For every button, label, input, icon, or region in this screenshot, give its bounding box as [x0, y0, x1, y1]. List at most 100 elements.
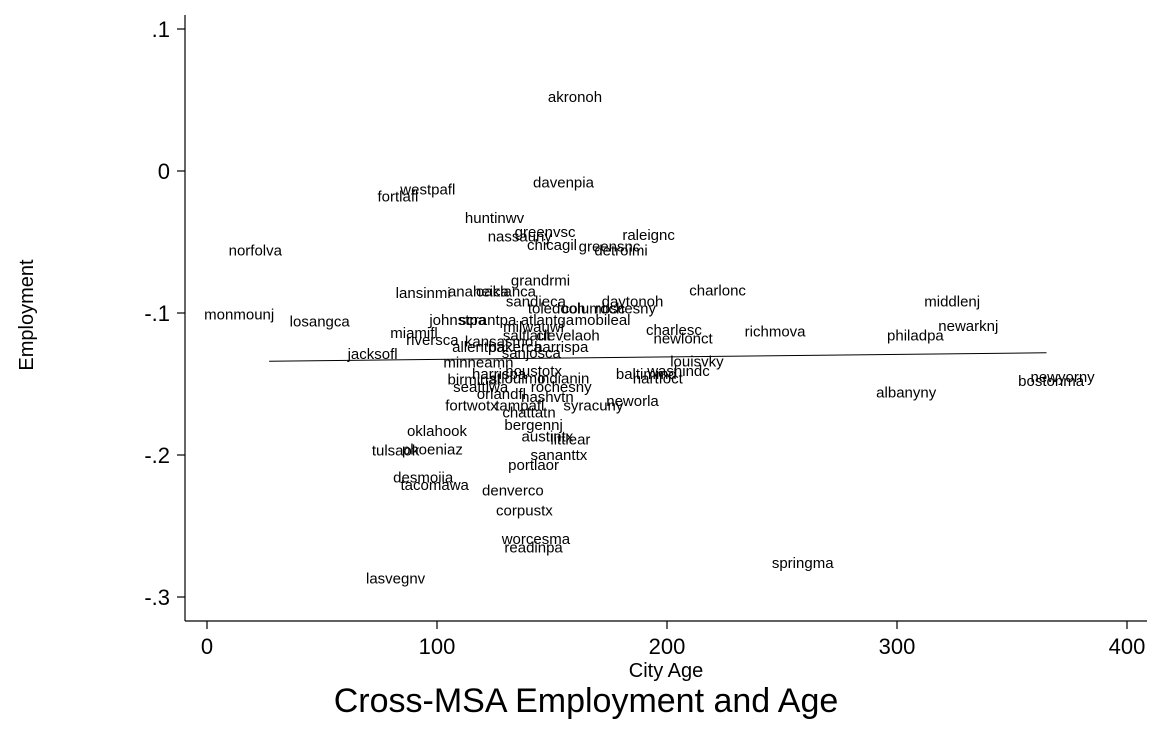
data-point-label: greensnc	[579, 238, 641, 255]
data-point-label: springma	[772, 555, 834, 572]
y-tick-label: -.2	[144, 443, 170, 468]
data-point-label: rochesny	[595, 301, 656, 318]
data-point-label: tulsaok	[372, 443, 420, 460]
data-point-label: rochesny	[531, 379, 592, 396]
data-point-label: riversca	[406, 332, 459, 349]
data-point-label: kansasmo	[465, 333, 533, 350]
data-point-label: clevelaoh	[536, 328, 599, 345]
fit-line-group	[269, 352, 1047, 362]
data-point-label: philadpa	[887, 328, 944, 345]
data-point-label: nashvtn	[521, 389, 574, 406]
data-point-label: jacksofl	[347, 346, 398, 363]
data-point-label: mobileal	[575, 312, 631, 329]
data-point-label: seattlwa	[453, 379, 509, 396]
data-point-label: johnstpa	[428, 312, 486, 329]
x-tick-label: 400	[1109, 634, 1146, 659]
data-point-label: littlear	[550, 431, 590, 448]
data-point-label: westpafl	[399, 181, 455, 198]
data-point-label: huntinwv	[465, 210, 525, 227]
data-point-label: grandrmi	[511, 272, 570, 289]
data-point-label: scrantpa	[459, 312, 517, 329]
data-point-label: middlenj	[924, 294, 980, 311]
data-point-label: chicagil	[527, 237, 577, 254]
axes: .1 0 -.1 -.2 -.3 0 100 200 300 400	[144, 15, 1147, 659]
data-point-label: lansinmi	[396, 285, 451, 302]
x-axis-label: City Age	[629, 660, 703, 682]
x-tick-label: 300	[879, 634, 916, 659]
data-point-label: sanjosca	[502, 345, 562, 362]
data-point-label: syracuny	[563, 397, 624, 414]
data-point-label: sananttx	[531, 447, 588, 464]
point-labels: akronohdavenpiawestpaflfortlaflhuntinwvg…	[204, 89, 1095, 587]
data-point-label: newlonct	[653, 331, 713, 348]
data-point-label: fortlafl	[377, 189, 418, 206]
data-point-label: phoeniaz	[402, 441, 463, 458]
data-point-label: orlandfl	[477, 386, 526, 403]
data-point-label: anaheica	[448, 284, 510, 301]
data-point-label: davenpia	[533, 174, 595, 191]
data-point-label: desmoiia	[393, 470, 454, 487]
data-point-label: columbsc	[562, 301, 626, 318]
data-point-label: harrispa	[472, 366, 527, 383]
fit-line	[269, 352, 1047, 362]
data-point-label: losangca	[290, 314, 351, 331]
data-point-label: miamifl	[390, 325, 438, 342]
data-point-label: denverco	[482, 483, 544, 500]
data-point-label: charlonc	[689, 282, 746, 299]
data-point-label: chattatn	[502, 404, 555, 421]
x-tick-label: 100	[419, 634, 456, 659]
y-tick-label: 0	[158, 159, 170, 184]
data-point-label: richmova	[745, 323, 807, 340]
x-tick-label: 200	[649, 634, 686, 659]
data-point-label: fortwotx	[445, 397, 498, 414]
data-point-label: tampafl	[495, 397, 544, 414]
data-point-label: norfolva	[229, 243, 283, 260]
data-point-label: readinpa	[504, 539, 563, 556]
data-point-label: portlaor	[508, 457, 559, 474]
data-point-label: raleignc	[622, 227, 675, 244]
data-point-label: indianin	[538, 370, 590, 387]
data-point-label: newarknj	[938, 318, 998, 335]
data-point-label: greenvsc	[515, 224, 576, 241]
data-point-label: stlouimo	[490, 370, 546, 387]
data-point-label: detroimi	[594, 243, 647, 260]
data-point-label: harrispa	[534, 339, 589, 356]
data-point-label: akronoh	[548, 89, 602, 106]
x-tick-label: 0	[201, 634, 213, 659]
data-point-label: baltimmd	[616, 366, 677, 383]
data-point-label: saltlaut	[503, 328, 551, 345]
data-point-label: tacomawa	[401, 477, 470, 494]
data-point-label: lasvegnv	[366, 571, 426, 588]
data-point-label: neworla	[606, 393, 659, 410]
y-tick-label: .1	[152, 17, 170, 42]
data-point-label: corpustx	[496, 502, 553, 519]
chart-title: Cross-MSA Employment and Age	[334, 682, 839, 720]
data-point-label: bakerca	[489, 339, 543, 356]
data-point-label: bostonma	[1018, 373, 1085, 390]
data-point-label: milwauwi	[503, 319, 564, 336]
data-point-label: albanyny	[876, 385, 937, 402]
y-axis-label: Employment	[16, 259, 38, 371]
data-point-label: sandieca	[506, 294, 567, 311]
data-point-label: charlesc	[646, 322, 702, 339]
data-point-label: bergennj	[504, 417, 562, 434]
data-point-label: hartfoct	[633, 370, 684, 387]
data-point-label: atlantga	[521, 312, 575, 329]
data-point-label: toledooh	[528, 301, 586, 318]
data-point-label: worcesma	[501, 531, 571, 548]
data-point-label: newyorny	[1030, 369, 1095, 386]
data-point-label: daytonoh	[602, 294, 664, 311]
y-tick-label: -.1	[144, 301, 170, 326]
data-point-label: allentpa	[452, 339, 505, 356]
data-point-label: houstotx	[505, 363, 562, 380]
data-point-label: oaklanca	[476, 284, 537, 301]
data-point-label: louisvky	[670, 353, 724, 370]
data-point-label: birminal	[448, 372, 501, 389]
data-point-label: nassauny	[488, 228, 553, 245]
data-point-label: monmounj	[204, 306, 274, 323]
data-point-label: washindc	[646, 363, 710, 380]
data-point-label: oklahook	[407, 423, 468, 440]
y-tick-label: -.3	[144, 585, 170, 610]
data-point-label: austintx	[522, 429, 574, 446]
